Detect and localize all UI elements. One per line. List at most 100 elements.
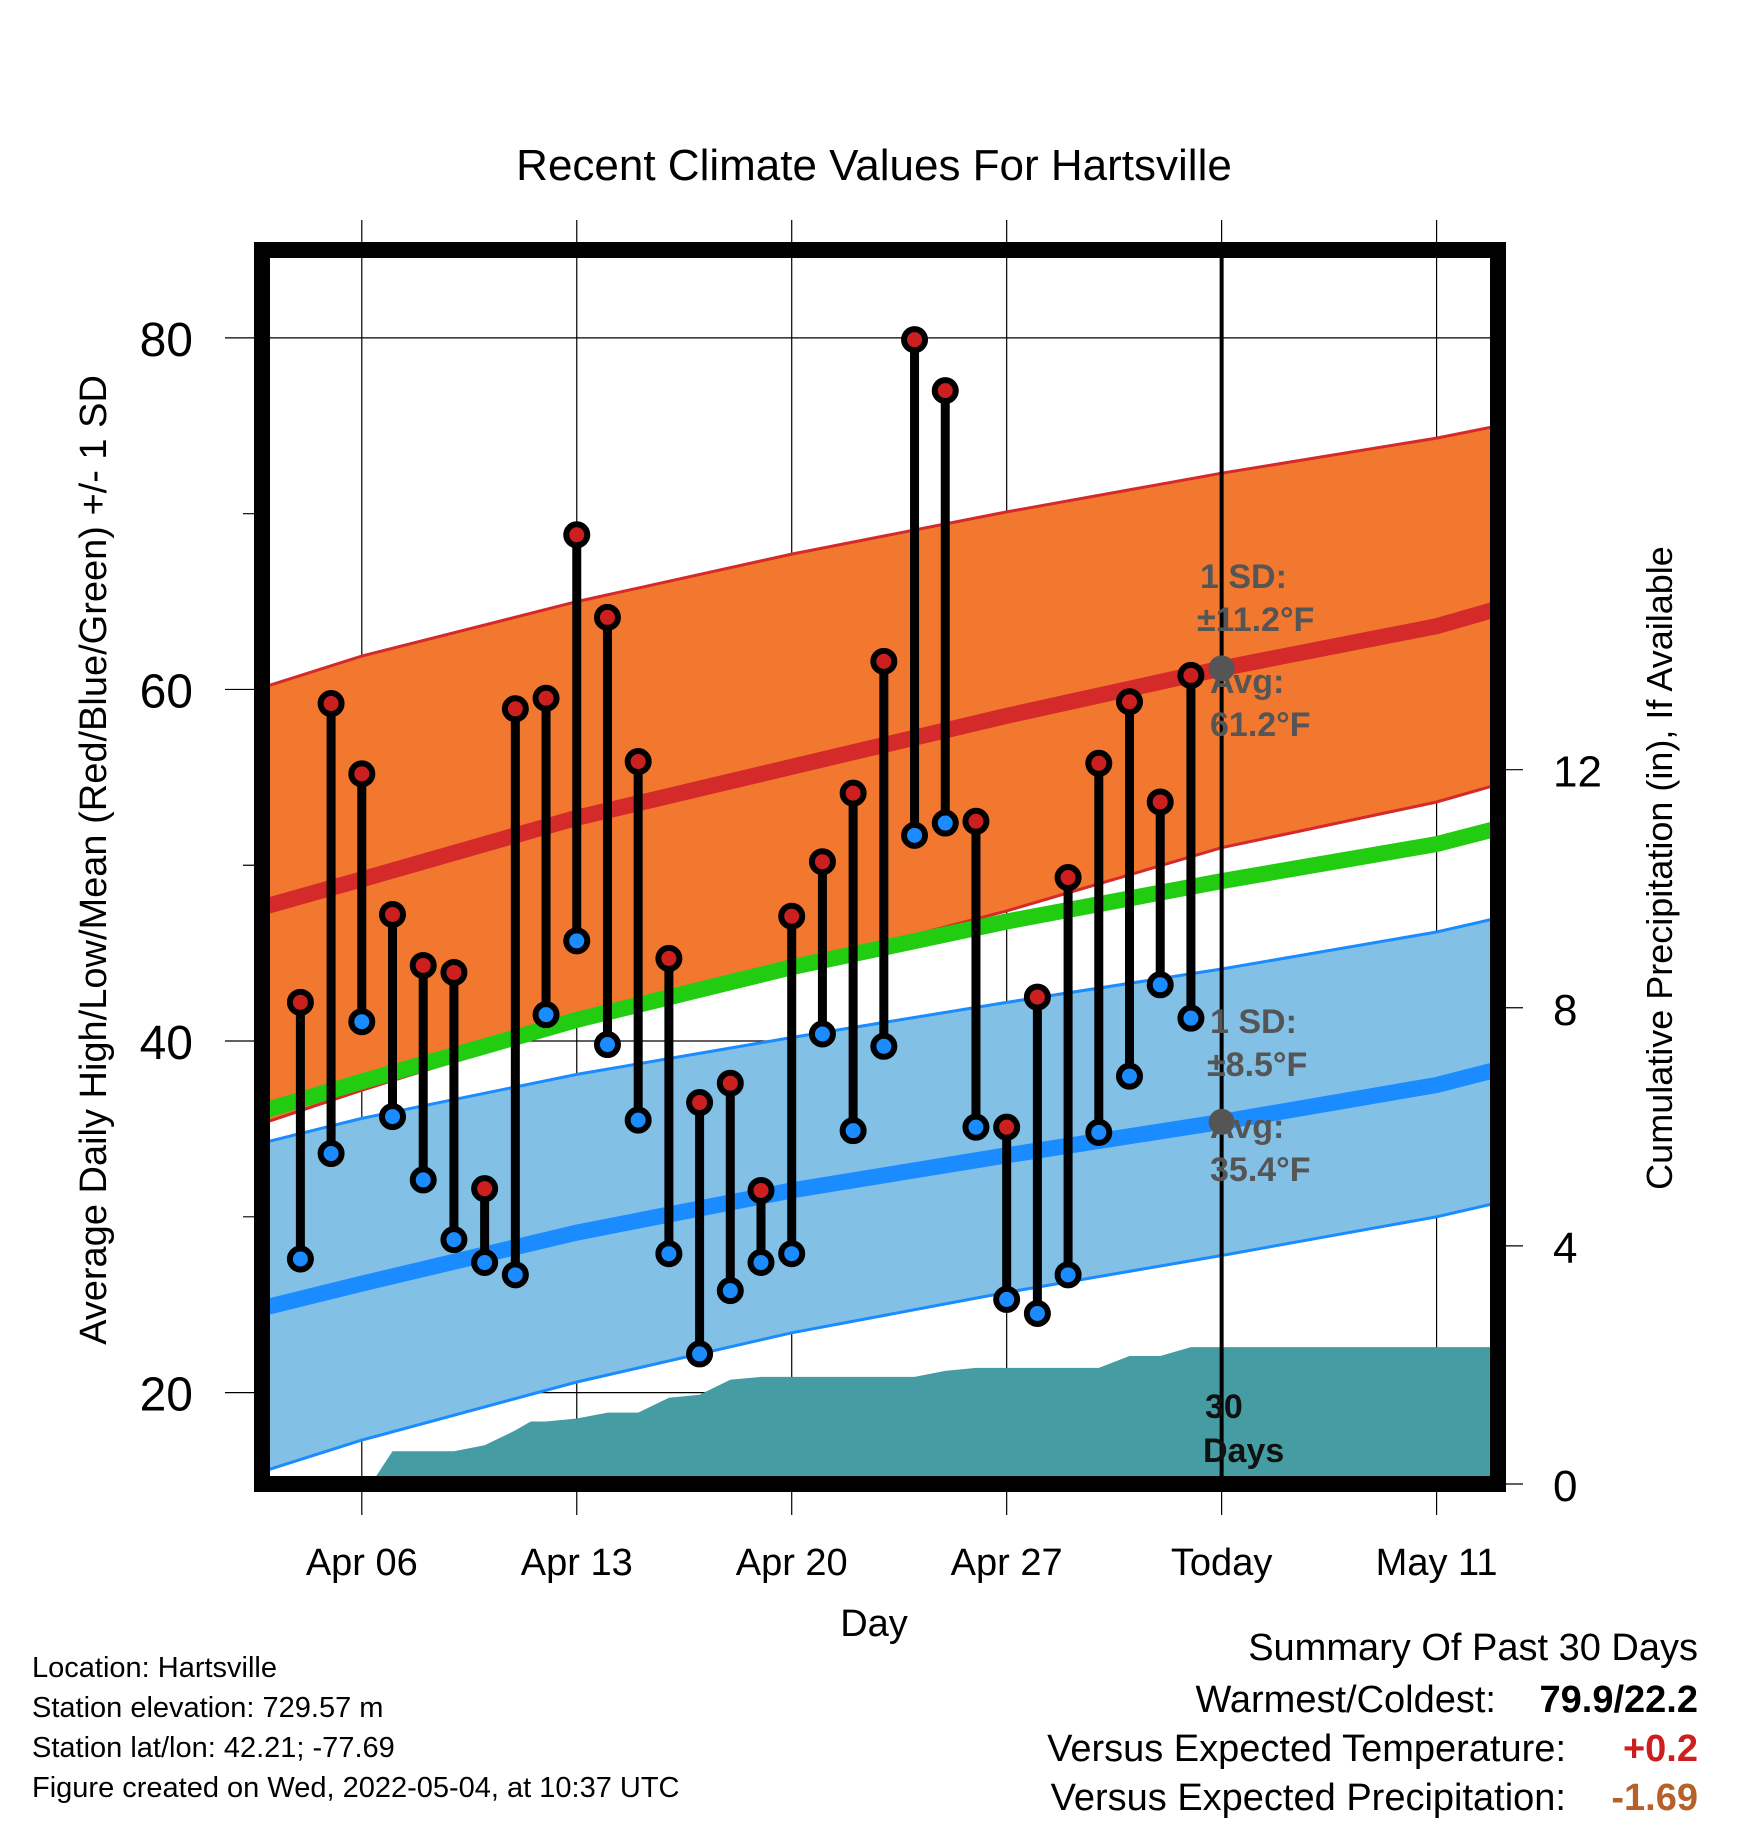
normal-low-band — [262, 918, 1498, 1472]
normal-low-line — [262, 1061, 1498, 1316]
axis-ticks: Apr 06 Apr 13 Apr 20 Apr 27 Today May 1120406… — [140, 314, 1602, 1584]
y-tick-label-right: 0 — [1553, 1462, 1577, 1511]
daily-low-point — [501, 1261, 529, 1289]
daily-low-point — [716, 1277, 744, 1305]
daily-low-point — [1177, 1004, 1205, 1032]
daily-low-point — [686, 1340, 714, 1368]
daily-low-point — [440, 1226, 468, 1254]
footer-location: Location: Hartsville — [32, 1652, 277, 1684]
x-tick-label: Apr 13 — [521, 1542, 633, 1584]
high-sd-value: ±11.2°F — [1197, 601, 1314, 639]
high-avg-value: 61.2°F — [1210, 706, 1311, 744]
daily-low-point — [624, 1106, 652, 1134]
footer-created: Figure created on Wed, 2022-05-04, at 10… — [32, 1772, 680, 1804]
x-tick-label: May 11 — [1376, 1542, 1498, 1584]
daily-low-point — [1023, 1299, 1051, 1327]
daily-low-point — [778, 1240, 806, 1268]
daily-high-point — [379, 900, 407, 928]
low-avg-value: 35.4°F — [1210, 1151, 1311, 1189]
y-tick-label-left: 60 — [140, 665, 193, 718]
summary-heading: Summary Of Past 30 Days — [1248, 1627, 1698, 1669]
daily-low-point — [655, 1240, 683, 1268]
low-avg-label: Avg: — [1210, 1108, 1284, 1146]
daily-low-point — [962, 1113, 990, 1141]
x-tick-label: Today — [1171, 1542, 1272, 1584]
high-avg-label: Avg: — [1210, 663, 1284, 701]
high-sd-label: 1 SD: — [1200, 558, 1287, 596]
today-high-normal-marker — [1208, 655, 1235, 682]
daily-low-point — [532, 1001, 560, 1029]
y-axis-label-right: Cumulative Precipitation (in), If Availa… — [1639, 546, 1680, 1190]
daily-low-point — [1054, 1261, 1082, 1289]
summary-warm-label: Warmest/Coldest: — [1195, 1679, 1496, 1721]
annotations: 1 SD: ±11.2°F Avg: 61.2°F 1 SD: ±8.5°F A… — [1197, 558, 1314, 1470]
daily-low-point — [317, 1140, 345, 1168]
daily-high-point — [501, 695, 529, 723]
x-tick-label: Apr 27 — [951, 1542, 1063, 1584]
precip-area — [371, 1347, 1498, 1484]
chart-title: Recent Climate Values For Hartsville — [516, 141, 1232, 190]
daily-high-point — [870, 647, 898, 675]
daily-high-point — [348, 760, 376, 788]
daily-high-point — [1177, 661, 1205, 689]
today-low-normal-marker — [1208, 1108, 1235, 1135]
normal-high-line — [262, 600, 1498, 916]
daily-low-point — [379, 1103, 407, 1131]
y-tick-label-right: 8 — [1553, 986, 1577, 1035]
data-marks — [286, 326, 1235, 1368]
daily-high-point — [655, 944, 683, 972]
summary-temp-value: +0.2 — [1623, 1728, 1698, 1770]
y-tick-label-left: 40 — [140, 1017, 193, 1070]
daily-high-point — [1054, 864, 1082, 892]
daily-low-point — [870, 1032, 898, 1060]
daily-high-point — [563, 521, 591, 549]
summary-panel: Summary Of Past 30 Days Warmest/Coldest:… — [1047, 1627, 1698, 1819]
daily-high-point — [409, 951, 437, 979]
daily-high-point — [1146, 788, 1174, 816]
daily-low-point — [348, 1008, 376, 1036]
daily-low-point — [563, 927, 591, 955]
daily-low-point — [1146, 971, 1174, 999]
daily-low-point — [993, 1285, 1021, 1313]
daily-high-point — [471, 1175, 499, 1203]
summary-temp-label: Versus Expected Temperature: — [1047, 1728, 1566, 1770]
summary-precip-label: Versus Expected Precipitation: — [1051, 1777, 1566, 1819]
daily-high-point — [1085, 749, 1113, 777]
daily-low-point — [593, 1031, 621, 1059]
daily-high-point — [624, 748, 652, 776]
daily-low-point — [1085, 1118, 1113, 1146]
footer-latlon: Station lat/lon: 42.21; -77.69 — [32, 1732, 395, 1764]
daily-low-point — [471, 1249, 499, 1277]
summary-warm-value: 79.9/22.2 — [1540, 1679, 1698, 1721]
daily-low-point — [747, 1249, 775, 1277]
daily-high-point — [532, 684, 560, 712]
y-axis-label-left: Average Daily High/Low/Mean (Red/Blue/Gr… — [73, 375, 115, 1345]
daily-high-point — [778, 902, 806, 930]
daily-high-point — [286, 988, 314, 1016]
daily-high-point — [901, 326, 929, 354]
daily-low-point — [839, 1117, 867, 1145]
daily-low-point — [1116, 1062, 1144, 1090]
daily-high-point — [440, 958, 468, 986]
y-tick-label-left: 20 — [140, 1369, 193, 1422]
daily-high-point — [317, 690, 345, 718]
daily-high-point — [808, 848, 836, 876]
daily-high-point — [962, 807, 990, 835]
low-band-lower-edge — [262, 1201, 1498, 1474]
y-tick-label-right: 4 — [1553, 1224, 1577, 1273]
y-tick-label-right: 12 — [1553, 748, 1602, 797]
summary-precip-value: -1.69 — [1611, 1777, 1698, 1819]
high-band-upper-edge — [262, 424, 1498, 690]
daily-high-point — [593, 603, 621, 631]
daily-high-point — [993, 1113, 1021, 1141]
daily-high-point — [1116, 688, 1144, 716]
x-tick-label: Apr 06 — [306, 1542, 418, 1584]
footer-info: Location: Hartsville Station elevation: … — [32, 1652, 680, 1804]
low-sd-value: ±8.5°F — [1207, 1046, 1307, 1084]
low-sd-label: 1 SD: — [1210, 1003, 1297, 1041]
days-count: 30 — [1205, 1388, 1243, 1426]
normal-mean-line — [262, 820, 1498, 1119]
daily-high-point — [747, 1176, 775, 1204]
y-tick-label-left: 80 — [140, 314, 193, 367]
daily-low-point — [931, 809, 959, 837]
